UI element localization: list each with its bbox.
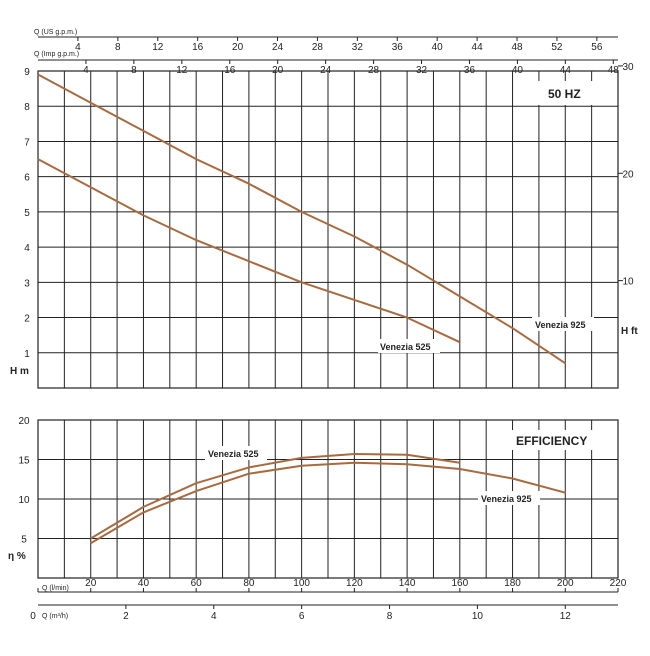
top-axis-imp-tick-label: 8 [131, 65, 137, 76]
head-left-tick-label: 3 [24, 278, 30, 289]
bottom-axis-lmin-tick-label: 100 [293, 578, 310, 589]
head-right-tick-label: 30 [622, 62, 634, 73]
eff-tick-label: 10 [18, 495, 30, 506]
top-axis-us-tick-label: 24 [272, 42, 284, 53]
bottom-axis-lmin-tick-label: 80 [243, 578, 255, 589]
head-curve-venezia-525 [37, 158, 461, 344]
bottom-axis-m3h-label: Q (m³/h) [42, 613, 68, 620]
top-axis-imp-tick-label: 36 [464, 65, 476, 76]
head-curve-venezia-925 [37, 73, 566, 365]
head-series-label-venezia-925: Venezia 925 [535, 320, 586, 330]
eff-series-label-venezia-525: Venezia 525 [208, 449, 259, 459]
top-axis-us-tick-label: 44 [472, 42, 484, 53]
head-left-tick-label: 8 [24, 102, 30, 113]
head-series-label-venezia-525: Venezia 525 [380, 342, 431, 352]
top-axis-imp-tick-label: 16 [224, 65, 236, 76]
bottom-axis-lmin-tick-label: 20 [85, 578, 97, 589]
bottom-axis-m3h-tick-label: 12 [560, 611, 572, 622]
top-axis-imp-tick-label: 20 [272, 65, 284, 76]
top-axis-us-tick-label: 12 [152, 42, 164, 53]
top-axis-us-tick-label: 40 [432, 42, 444, 53]
eff-tick-label: 20 [18, 416, 30, 427]
bottom-axis-lmin-tick-label: 120 [346, 578, 363, 589]
top-axis-us-tick-label: 20 [232, 42, 244, 53]
efficiency-chart-frame [37, 419, 619, 579]
head-left-tick-label: 4 [24, 243, 30, 254]
top-axis-us-tick-label: 36 [392, 42, 404, 53]
top-axis-us-label: Q (US g.p.m.) [34, 29, 77, 36]
bottom-axis-m3h-tick-label: 10 [472, 611, 484, 622]
top-axis-imp-tick-label: 48 [608, 65, 620, 76]
head-left-tick-label: 6 [24, 173, 30, 184]
top-axis-us-tick-label: 16 [192, 42, 204, 53]
head-right-tick-label: 10 [622, 277, 634, 288]
head-chart-frame [37, 70, 619, 389]
top-axis-us-tick-label: 28 [312, 42, 324, 53]
top-axis-us-tick-label: 4 [75, 42, 81, 53]
bottom-axis-lmin-tick-label: 180 [504, 578, 521, 589]
top-axis-imp-tick-label: 28 [368, 65, 380, 76]
head-left-tick-label: 1 [24, 349, 30, 360]
bottom-axis-lmin-tick-label: 140 [399, 578, 416, 589]
top-axis-imp-tick-label: 40 [512, 65, 524, 76]
head-left-axis-label: H m [10, 366, 29, 377]
bottom-axis-lmin-tick-label: 60 [191, 578, 203, 589]
bottom-axis-lmin-tick-label: 160 [451, 578, 468, 589]
head-right-axis-label: H ft [621, 326, 638, 337]
top-axis-us-tick-label: 32 [352, 42, 364, 53]
head-left-tick-label: 9 [24, 67, 30, 78]
eff-tick-label: 5 [21, 535, 27, 546]
bottom-axis-lmin-tick-label: 220 [610, 578, 627, 589]
top-axis-imp-tick-label: 4 [83, 65, 89, 76]
head-left-tick-label: 5 [24, 208, 30, 219]
top-axis-us-tick-label: 48 [511, 42, 523, 53]
efficiency-axis-label: η % [8, 551, 26, 562]
eff-curve-venezia-925 [90, 461, 566, 545]
efficiency-chart-grid [37, 419, 619, 579]
top-axis-imp-tick-label: 24 [320, 65, 332, 76]
top-axis-us-tick-label: 52 [551, 42, 563, 53]
head-right-tick-label: 20 [622, 169, 634, 180]
performance-curves [37, 73, 566, 545]
top-axis-imp-label: Q (Imp g.p.m.) [34, 51, 79, 58]
top-axis-imp-tick-label: 12 [176, 65, 188, 76]
top-axis-us-tick-label: 8 [115, 42, 121, 53]
bottom-axis-lmin-tick-label: 40 [138, 578, 150, 589]
efficiency-title: EFFICIENCY [516, 434, 587, 448]
bottom-axis-lmin-label: Q (l/min) [42, 585, 69, 592]
bottom-axis-m3h-tick-label: 8 [387, 611, 393, 622]
eff-series-label-venezia-925: Venezia 925 [481, 494, 532, 504]
bottom-axis-m3h-tick-label: 6 [299, 611, 305, 622]
eff-curve-venezia-525 [90, 453, 460, 540]
top-axis-us-tick-label: 56 [591, 42, 603, 53]
bottom-axis-lmin-tick-label: 200 [557, 578, 574, 589]
frequency-label: 50 HZ [548, 87, 581, 101]
head-left-tick-label: 2 [24, 314, 30, 325]
bottom-axis-m3h-tick-label: 2 [123, 611, 129, 622]
top-axis-imp-tick-label: 32 [416, 65, 428, 76]
bottom-axis-zero-label: 0 [30, 611, 36, 622]
eff-tick-label: 15 [18, 456, 30, 467]
bottom-axis-m3h-tick-label: 4 [211, 611, 217, 622]
top-axis-imp-tick-label: 44 [560, 65, 572, 76]
head-chart-grid [37, 70, 619, 389]
head-left-tick-label: 7 [24, 137, 30, 148]
